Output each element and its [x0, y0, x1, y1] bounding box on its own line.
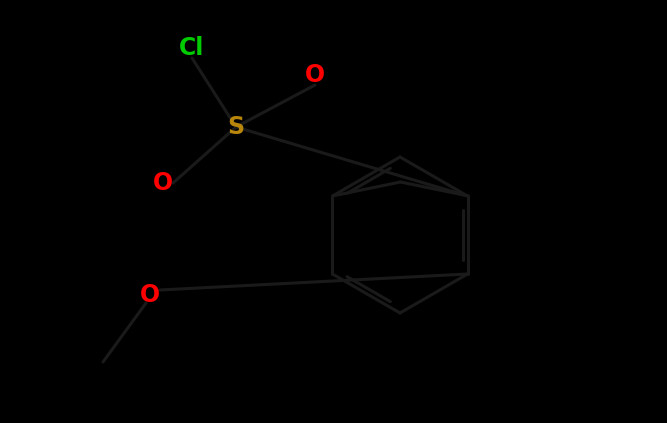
- Text: S: S: [227, 115, 245, 139]
- Text: O: O: [140, 283, 160, 307]
- Text: O: O: [305, 63, 325, 87]
- Text: O: O: [153, 171, 173, 195]
- Text: Cl: Cl: [179, 36, 205, 60]
